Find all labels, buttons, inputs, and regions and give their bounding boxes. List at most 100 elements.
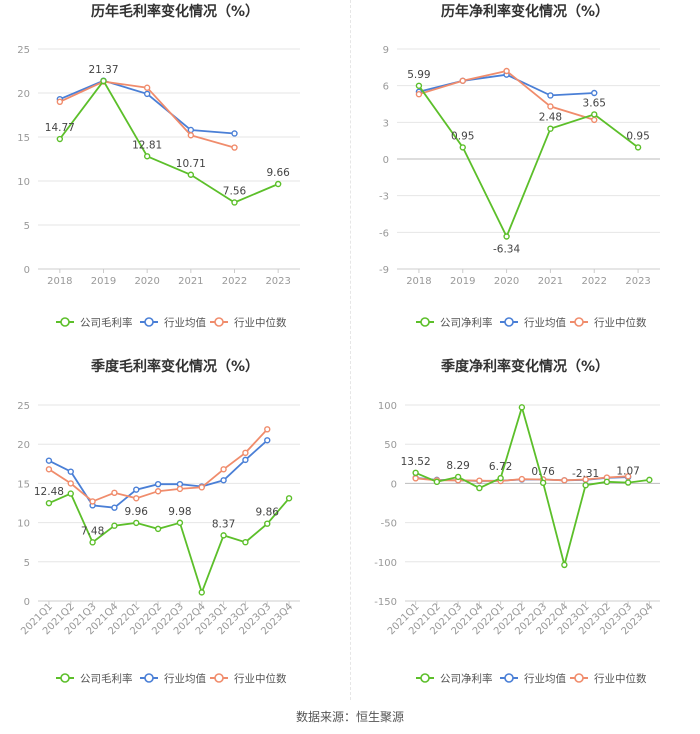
data-point[interactable] [603, 478, 611, 486]
data-point[interactable] [89, 539, 96, 546]
data-point[interactable] [518, 475, 526, 483]
data-point[interactable] [56, 135, 64, 143]
data-point[interactable] [624, 473, 632, 480]
data-point[interactable] [433, 478, 441, 486]
data-point[interactable] [264, 520, 271, 527]
data-point[interactable] [591, 111, 598, 118]
data-label: 0.95 [626, 130, 649, 142]
data-point[interactable] [45, 457, 53, 464]
data-point[interactable] [133, 495, 140, 502]
data-point[interactable] [111, 504, 118, 511]
data-point[interactable] [67, 480, 74, 487]
data-point[interactable] [646, 476, 653, 484]
data-point[interactable] [45, 466, 53, 473]
data-point[interactable] [143, 90, 151, 98]
data-point[interactable] [220, 466, 227, 473]
data-point[interactable] [415, 82, 423, 89]
legend-item-1[interactable]: 行业均值 [500, 316, 566, 329]
data-point[interactable] [111, 522, 118, 529]
x-tick-label: 2022 [222, 276, 247, 287]
data-label: 9.66 [266, 167, 290, 179]
legend-item-2[interactable]: 行业中位数 [570, 316, 647, 329]
legend-item-0[interactable]: 公司毛利率 [56, 316, 133, 329]
data-point[interactable] [459, 77, 466, 84]
data-point[interactable] [231, 199, 238, 206]
data-point[interactable] [476, 484, 483, 492]
data-point[interactable] [100, 77, 107, 85]
data-point[interactable] [67, 468, 74, 475]
data-point[interactable] [454, 473, 462, 481]
data-point[interactable] [242, 539, 249, 546]
y-tick-label: -50 [381, 519, 397, 530]
data-point[interactable] [274, 180, 282, 188]
data-point[interactable] [547, 92, 554, 99]
data-point[interactable] [89, 498, 96, 505]
data-point[interactable] [547, 103, 554, 110]
data-point[interactable] [264, 437, 271, 444]
data-point[interactable] [220, 477, 227, 484]
data-point[interactable] [111, 489, 118, 497]
data-point[interactable] [231, 144, 238, 151]
data-point[interactable] [56, 98, 64, 106]
legend-item-0[interactable]: 公司毛利率 [56, 672, 133, 685]
data-point[interactable] [187, 171, 195, 178]
data-point[interactable] [539, 479, 547, 487]
data-label: 3.65 [583, 97, 606, 109]
data-point[interactable] [154, 525, 162, 533]
data-point[interactable] [187, 132, 195, 139]
data-point[interactable] [143, 84, 151, 91]
data-point[interactable] [459, 144, 466, 151]
legend-item-0[interactable]: 公司净利率 [416, 316, 493, 329]
data-point[interactable] [154, 488, 162, 495]
data-point[interactable] [187, 126, 195, 134]
data-point[interactable] [45, 499, 53, 507]
data-point[interactable] [133, 519, 140, 527]
data-point[interactable] [547, 125, 554, 132]
data-point[interactable] [412, 475, 419, 482]
legend-item-0[interactable]: 公司净利率 [416, 672, 493, 685]
panel-divider [350, 0, 351, 700]
data-point[interactable] [415, 91, 423, 98]
legend-item-2[interactable]: 行业中位数 [210, 316, 287, 329]
legend-item-1[interactable]: 行业均值 [140, 672, 206, 685]
data-point[interactable] [476, 477, 483, 484]
data-point[interactable] [582, 482, 589, 489]
data-point[interactable] [198, 484, 205, 491]
legend-marker [420, 673, 430, 683]
legend-item-2[interactable]: 行业中位数 [210, 672, 287, 685]
data-point[interactable] [67, 490, 74, 497]
data-point[interactable] [143, 153, 151, 160]
data-label: 1.07 [616, 466, 639, 478]
data-point[interactable] [561, 477, 568, 484]
data-point[interactable] [285, 495, 293, 502]
data-point[interactable] [242, 456, 249, 464]
y-tick-label: 6 [383, 82, 389, 93]
data-point[interactable] [503, 233, 510, 240]
data-point[interactable] [242, 449, 249, 457]
legend-item-1[interactable]: 行业均值 [140, 316, 206, 329]
data-point[interactable] [154, 480, 162, 488]
data-point[interactable] [133, 486, 140, 493]
data-point[interactable] [591, 89, 598, 97]
data-point[interactable] [176, 485, 184, 493]
data-point[interactable] [582, 476, 589, 483]
data-point[interactable] [412, 469, 419, 477]
data-point[interactable] [561, 561, 568, 569]
data-point[interactable] [503, 67, 510, 75]
data-point[interactable] [198, 589, 205, 596]
data-point[interactable] [176, 519, 184, 526]
data-point[interactable] [497, 474, 504, 482]
legend-label: 行业均值 [164, 672, 206, 685]
legend-item-2[interactable]: 行业中位数 [570, 672, 647, 685]
legend-marker [574, 317, 584, 327]
data-point[interactable] [624, 479, 632, 486]
data-point[interactable] [634, 144, 642, 151]
data-point[interactable] [591, 116, 598, 124]
data-label: 21.37 [88, 64, 118, 76]
data-point[interactable] [231, 130, 238, 137]
legend-item-1[interactable]: 行业均值 [500, 672, 566, 685]
data-point[interactable] [518, 404, 526, 411]
data-point[interactable] [220, 532, 227, 539]
data-point[interactable] [264, 426, 271, 433]
data-label: 9.98 [168, 506, 191, 518]
